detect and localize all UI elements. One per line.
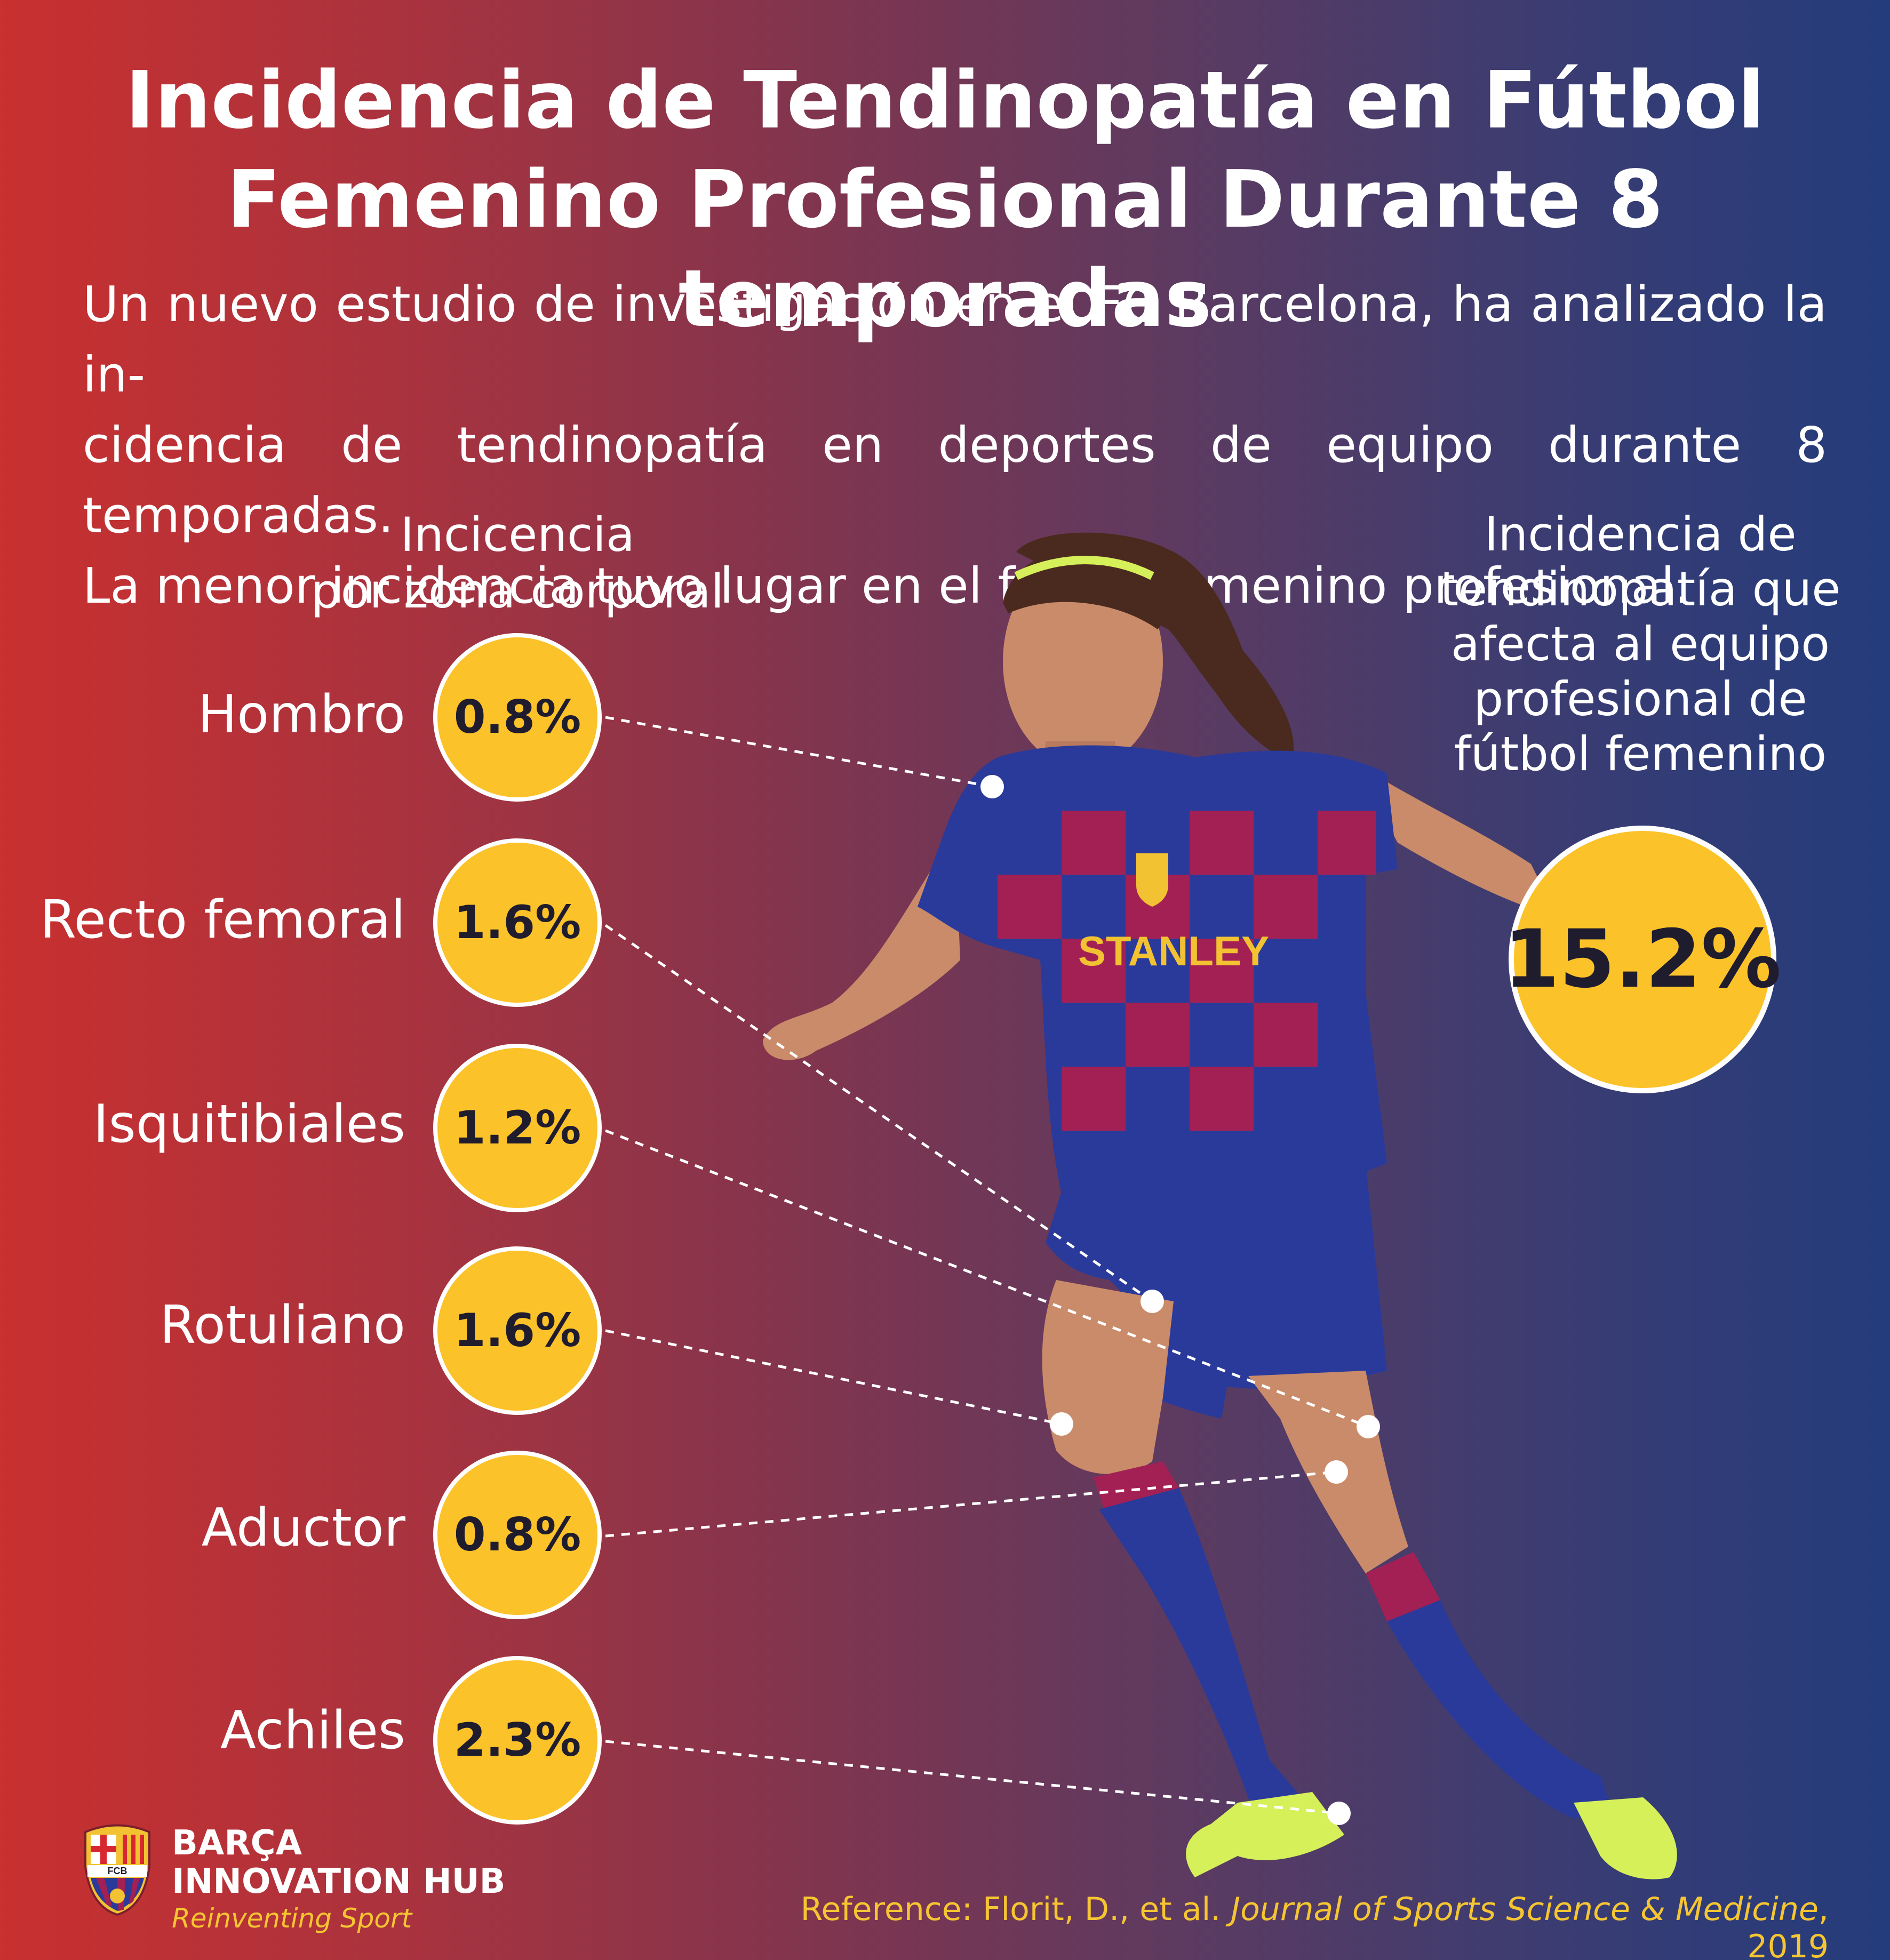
zone-value-aductor: 0.8% bbox=[433, 1451, 602, 1619]
connector-aductor bbox=[605, 1470, 1337, 1538]
brand-line-2: INNOVATION HUB bbox=[172, 1862, 506, 1901]
zone-value-recto-femoral: 1.6% bbox=[433, 838, 602, 1007]
zone-heading: Incicencia por zona corporal bbox=[288, 507, 747, 620]
intro-text: Un nuevo estudio de investigación en el … bbox=[83, 269, 1827, 621]
connector-rotuliano bbox=[605, 1329, 1062, 1426]
title-line-1: Incidencia de Tendinopatía en Fútbol bbox=[125, 54, 1765, 146]
connector-recto-femoral bbox=[604, 924, 1153, 1303]
marker-isquitibiales bbox=[1357, 1415, 1380, 1438]
brand-line-1: BARÇA bbox=[172, 1823, 302, 1863]
total-heading-line-5: fútbol femenino bbox=[1454, 726, 1827, 781]
crest-text: FCB bbox=[108, 1866, 127, 1876]
brand-tagline: Reinventing Sport bbox=[172, 1903, 412, 1934]
marker-rotuliano bbox=[1050, 1412, 1073, 1436]
zone-heading-line-1: Incicencia bbox=[400, 507, 635, 562]
intro-line-2: cidencia de tendinopatía en deportes de … bbox=[83, 417, 1827, 544]
zone-value-rotuliano: 1.6% bbox=[433, 1246, 602, 1415]
zone-label-hombro: Hombro bbox=[197, 684, 405, 745]
reference-citation: Reference: Florit, D., et al. Journal of… bbox=[735, 1891, 1829, 1960]
zone-label-recto-femoral: Recto femoral bbox=[39, 890, 405, 950]
total-heading-line-4: profesional de bbox=[1473, 671, 1807, 726]
reference-prefix: Reference: Florit, D., et al. bbox=[800, 1891, 1231, 1928]
intro-line-1: Un nuevo estudio de investigación en el … bbox=[83, 276, 1827, 403]
total-heading-line-1: Incidencia de bbox=[1484, 507, 1797, 562]
marker-achiles bbox=[1327, 1802, 1351, 1825]
zone-heading-line-2: por zona corporal bbox=[310, 564, 724, 619]
connector-achiles bbox=[605, 1740, 1339, 1815]
intro-line-3: La menor incidencia tuvo lugar en el fút… bbox=[83, 557, 1690, 614]
total-heading: Incidencia de tendinopatía que afecta al… bbox=[1414, 507, 1867, 781]
brand-name: BARÇA INNOVATION HUB bbox=[172, 1824, 505, 1901]
sponsor-text: STANLEY bbox=[1078, 927, 1269, 974]
zone-value-isquitibiales: 1.2% bbox=[433, 1044, 602, 1212]
page-title: Incidencia de Tendinopatía en Fútbol Fem… bbox=[0, 51, 1890, 348]
zone-value-achiles: 2.3% bbox=[433, 1656, 602, 1825]
zone-label-achiles: Achiles bbox=[220, 1700, 405, 1761]
marker-aductor bbox=[1325, 1460, 1348, 1484]
zone-label-isquitibiales: Isquitibiales bbox=[93, 1094, 405, 1155]
total-heading-line-2: tendinopatía que bbox=[1440, 562, 1841, 617]
connector-isquitibiales bbox=[605, 1129, 1369, 1428]
total-incidence-value: 15.2% bbox=[1504, 826, 1781, 1093]
fcb-crest-icon: FCB bbox=[84, 1824, 150, 1916]
zone-label-rotuliano: Rotuliano bbox=[160, 1295, 405, 1356]
zone-value-hombro: 0.8% bbox=[433, 633, 602, 802]
marker-recto-femoral bbox=[1141, 1290, 1164, 1313]
reference-journal: Journal of Sports Science & Medicine bbox=[1231, 1891, 1819, 1928]
zone-label-aductor: Aductor bbox=[201, 1498, 405, 1558]
total-heading-line-3: afecta al equipo bbox=[1450, 617, 1830, 671]
reference-suffix: , 2019 bbox=[1747, 1891, 1829, 1960]
title-line-2: Femenino Profesional Durante 8 temporada… bbox=[227, 154, 1663, 345]
connector-hombro bbox=[605, 716, 993, 788]
marker-hombro bbox=[980, 775, 1004, 798]
